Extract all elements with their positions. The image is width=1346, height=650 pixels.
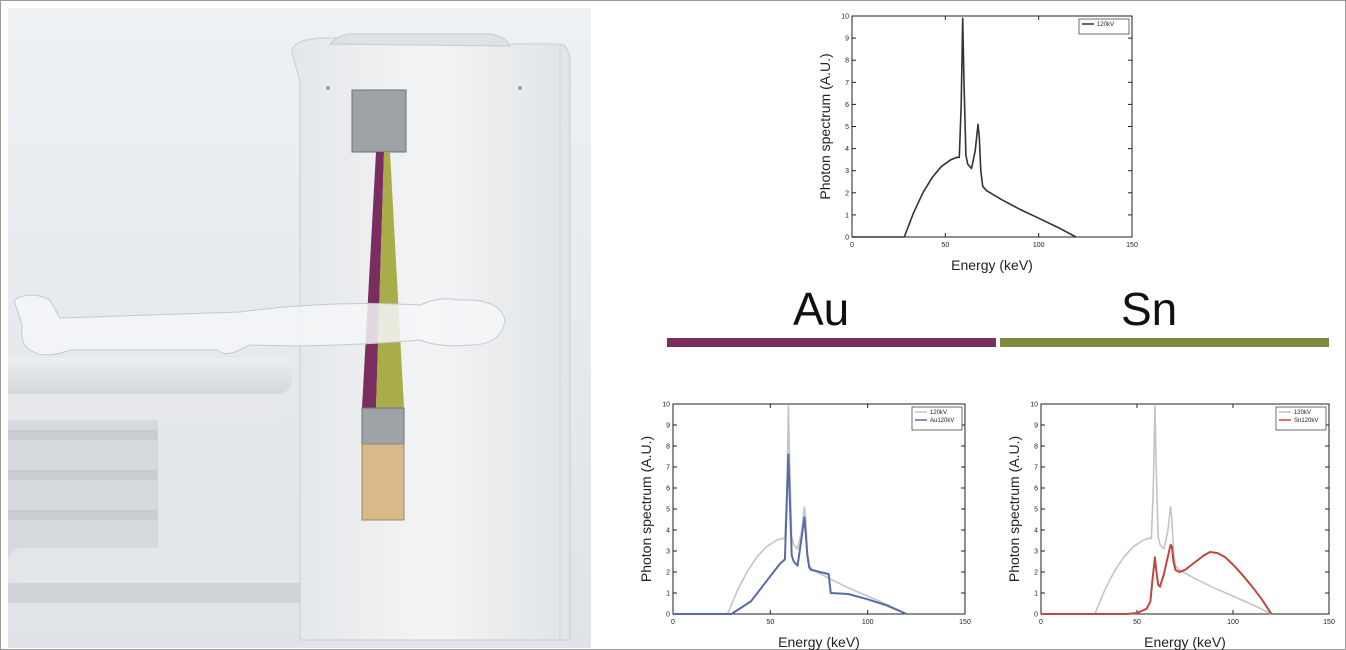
y-tick-label: 3 [845, 168, 849, 175]
y-tick-label: 7 [666, 465, 670, 472]
y-tick-label: 9 [666, 423, 670, 430]
x-tick-label: 0 [850, 242, 854, 249]
y-tick-label: 9 [845, 36, 849, 43]
legend-box [1078, 18, 1130, 35]
plot-area [1040, 403, 1330, 615]
au-filter-label: Au [793, 283, 850, 335]
patient-table [8, 358, 292, 394]
x-tick-label: 0 [1039, 619, 1043, 626]
y-tick-label: 6 [1034, 486, 1038, 493]
legend-entry: 120kV [1097, 22, 1114, 28]
y-tick-label: 0 [666, 612, 670, 619]
y-tick-label: 8 [666, 444, 670, 451]
series-line-au120kv [673, 453, 907, 615]
y-tick-label: 2 [845, 190, 849, 197]
detector [361, 443, 405, 521]
legend-entry: 120kV [930, 410, 947, 416]
x-tick-label: 150 [1126, 242, 1138, 249]
x-tick-label: 100 [862, 619, 874, 626]
y-tick-label: 1 [845, 212, 849, 219]
y-tick-label: 2 [1034, 570, 1038, 577]
y-tick-label: 2 [666, 570, 670, 577]
x-tick-label: 150 [1323, 619, 1335, 626]
ct-scanner-illustration [8, 8, 591, 648]
plot-area [672, 403, 966, 615]
sn-beam [376, 152, 404, 408]
y-axis-label: Photon spectrum (A.U.) [1006, 436, 1022, 582]
y-tick-label: 3 [1034, 549, 1038, 556]
series-line-120kv [673, 405, 907, 615]
x-tick-label: 50 [766, 619, 774, 626]
y-tick-label: 9 [1034, 423, 1038, 430]
x-tick-label: 100 [1227, 619, 1239, 626]
legend: 120kV [1078, 18, 1130, 35]
y-tick-label: 1 [1034, 591, 1038, 598]
x-axis-label: Energy (keV) [1144, 634, 1226, 650]
y-tick-label: 10 [662, 402, 670, 409]
y-tick-label: 5 [666, 507, 670, 514]
series-line-sn120kv [1041, 543, 1273, 615]
y-axis-label: Photon spectrum (A.U.) [638, 436, 654, 582]
legend-entry: Sn120kV [1294, 418, 1318, 424]
x-tick-label: 0 [671, 619, 675, 626]
legend-entry: 120kV [1294, 410, 1311, 416]
series-line-120kv [1041, 405, 1272, 615]
sn-filter-bar [1000, 338, 1329, 347]
y-tick-label: 7 [1034, 465, 1038, 472]
xray-source [351, 89, 407, 153]
detector-top [361, 407, 405, 445]
table-floor-plate [8, 548, 308, 583]
legend: 120kV Au120kV [911, 406, 963, 431]
y-tick-label: 4 [845, 146, 849, 153]
y-tick-label: 10 [1030, 402, 1038, 409]
x-axis-label: Energy (keV) [951, 257, 1033, 273]
plot-area [851, 15, 1133, 238]
y-tick-label: 7 [845, 80, 849, 87]
x-tick-label: 100 [1033, 242, 1045, 249]
y-tick-label: 6 [845, 102, 849, 109]
patient-figure [13, 294, 506, 356]
y-tick-label: 3 [666, 549, 670, 556]
y-tick-label: 0 [845, 235, 849, 242]
legend-entry: Au120kV [930, 418, 954, 424]
x-axis-label: Energy (keV) [778, 634, 860, 650]
x-tick-label: 50 [941, 242, 949, 249]
legend: 120kV Sn120kV [1275, 406, 1327, 431]
sn-filter-label: Sn [1121, 283, 1178, 335]
y-tick-label: 1 [666, 591, 670, 598]
y-tick-label: 8 [845, 58, 849, 65]
y-axis-label: Photon spectrum (A.U.) [817, 53, 833, 199]
y-tick-label: 5 [845, 124, 849, 131]
y-tick-label: 5 [1034, 507, 1038, 514]
y-tick-label: 6 [666, 486, 670, 493]
y-tick-label: 10 [841, 14, 849, 21]
y-tick-label: 4 [666, 528, 670, 535]
y-tick-label: 8 [1034, 444, 1038, 451]
x-tick-label: 150 [959, 619, 971, 626]
series-line-120kv [852, 17, 1077, 238]
y-tick-label: 0 [1034, 612, 1038, 619]
y-tick-label: 4 [1034, 528, 1038, 535]
x-tick-label: 50 [1133, 619, 1141, 626]
au-filter-bar [667, 338, 996, 347]
